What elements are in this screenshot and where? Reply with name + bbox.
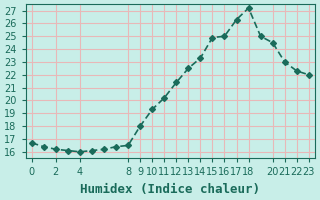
- X-axis label: Humidex (Indice chaleur): Humidex (Indice chaleur): [80, 183, 260, 196]
